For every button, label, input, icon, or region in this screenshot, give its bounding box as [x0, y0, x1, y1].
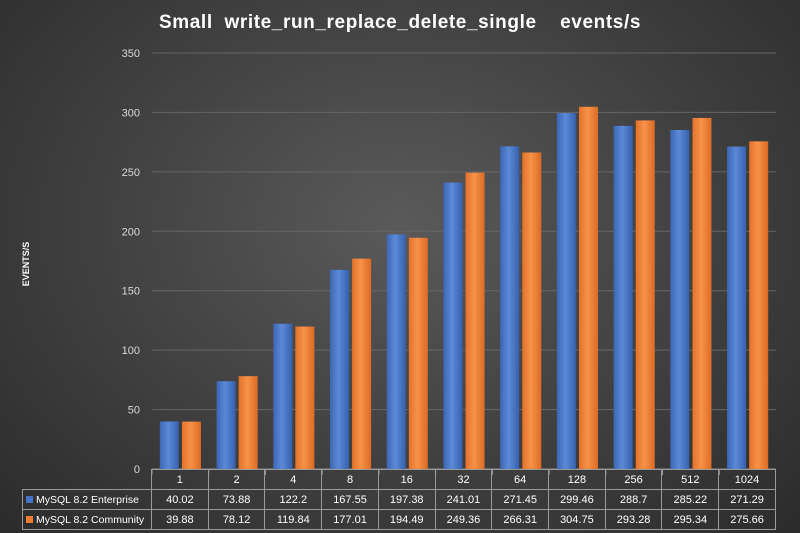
bar-s0-2: [216, 381, 236, 469]
data-label-s0-32: 241.01: [434, 489, 493, 510]
y-tick-label-200: 200: [122, 226, 140, 238]
category-label-64: 64: [491, 469, 550, 490]
category-label-1024: 1024: [718, 469, 776, 490]
data-label-s0-4: 122.2: [264, 489, 323, 510]
category-label-256: 256: [604, 469, 663, 490]
legend-entry-enterprise: MySQL 8.2 Enterprise: [22, 489, 152, 510]
y-tick-label-50: 50: [128, 405, 140, 417]
bar-s1-8: [352, 258, 372, 469]
legend-entry-community: MySQL 8.2 Community: [22, 509, 152, 530]
table-header-row: 1 2 4 8 16 32 64 128 256 512 1024: [22, 469, 776, 490]
category-label-32: 32: [434, 469, 493, 490]
bar-s1-16: [408, 237, 428, 469]
y-tick-label-300: 300: [122, 107, 140, 119]
data-label-s0-16: 197.38: [377, 489, 436, 510]
bar-s1-512: [692, 117, 712, 469]
table-row-community: MySQL 8.2 Community 39.88 78.12 119.84 177.…: [22, 509, 776, 530]
bar-s1-2: [238, 376, 258, 469]
legend-swatch-community: [26, 516, 33, 524]
bar-s0-1: [159, 421, 179, 469]
bar-s0-8: [329, 269, 349, 469]
bar-s0-4: [273, 323, 293, 469]
data-label-s1-8: 177.01: [321, 509, 379, 530]
data-label-s0-2: 73.88: [207, 489, 266, 510]
data-label-s0-128: 299.46: [548, 489, 606, 510]
category-label-2: 2: [207, 469, 266, 490]
y-tick-label-100: 100: [122, 345, 140, 357]
data-label-s0-1024: 271.29: [718, 489, 776, 510]
bar-s0-32: [443, 182, 463, 469]
bar-s0-256: [613, 125, 633, 469]
category-label-1: 1: [151, 469, 209, 490]
data-table: 1 2 4 8 16 32 64 128 256 512 1024 MySQL 8.2 Enterp…: [22, 469, 776, 530]
legend-label-enterprise: MySQL 8.2 Enterprise: [36, 493, 139, 506]
category-label-4: 4: [264, 469, 323, 490]
category-label-8: 8: [321, 469, 379, 490]
y-tick-label-250: 250: [122, 167, 140, 179]
category-label-512: 512: [661, 469, 720, 490]
category-label-128: 128: [548, 469, 606, 490]
bar-s0-128: [556, 113, 576, 469]
data-label-s1-64: 266.31: [491, 509, 550, 530]
category-label-16: 16: [377, 469, 436, 490]
bars: [159, 106, 769, 469]
data-label-s1-1: 39.88: [151, 509, 209, 530]
bar-s0-512: [670, 129, 690, 469]
data-label-s1-128: 304.75: [548, 509, 606, 530]
data-label-s0-8: 167.55: [321, 489, 379, 510]
data-label-s1-256: 293.28: [604, 509, 663, 530]
bar-s0-64: [500, 146, 520, 469]
legend-swatch-enterprise: [26, 496, 33, 504]
table-corner-cell: [22, 469, 152, 490]
data-label-s1-1024: 275.66: [718, 509, 776, 530]
bar-s1-32: [465, 172, 485, 469]
table-row-enterprise: MySQL 8.2 Enterprise 40.02 73.88 122.2 167.…: [22, 489, 776, 510]
bar-s1-64: [522, 152, 542, 469]
y-tick-label-150: 150: [122, 286, 140, 298]
bar-s1-256: [635, 120, 655, 469]
data-label-s1-16: 194.49: [377, 509, 436, 530]
legend-label-community: MySQL 8.2 Community: [36, 513, 145, 526]
bar-s1-1024: [749, 141, 769, 469]
data-label-s1-512: 295.34: [661, 509, 720, 530]
data-label-s0-1: 40.02: [151, 489, 209, 510]
bar-s0-16: [386, 234, 406, 469]
bar-s1-1: [181, 421, 201, 469]
data-label-s0-256: 288.7: [604, 489, 663, 510]
y-tick-label-350: 350: [122, 48, 140, 60]
bar-s1-128: [579, 106, 599, 469]
data-label-s0-64: 271.45: [491, 489, 550, 510]
data-label-s1-4: 119.84: [264, 509, 323, 530]
data-label-s1-2: 78.12: [207, 509, 266, 530]
data-label-s1-32: 249.36: [434, 509, 493, 530]
data-label-s0-512: 285.22: [661, 489, 720, 510]
bar-s0-1024: [727, 146, 747, 469]
bar-s1-4: [295, 326, 315, 469]
chart-title: Small write_run_replace_delete_single ev…: [159, 12, 641, 33]
